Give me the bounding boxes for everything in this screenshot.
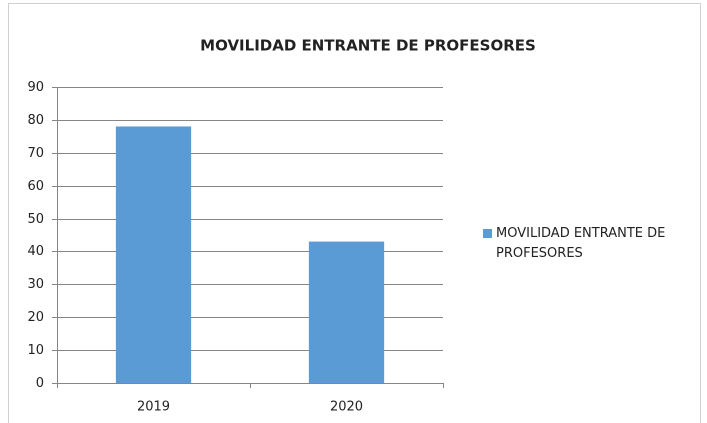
legend-label: MOVILIDAD ENTRANTE DE PROFESORES	[496, 226, 666, 261]
bar	[308, 241, 385, 383]
y-tick-label: 40	[27, 244, 44, 259]
y-tick-label: 50	[27, 212, 44, 227]
y-tick-label: 10	[27, 343, 44, 358]
y-tick-label: 70	[27, 146, 44, 161]
bar	[115, 126, 192, 383]
y-tick-label: 60	[27, 179, 44, 194]
y-tick-label: 20	[27, 310, 44, 325]
y-tick-label: 0	[36, 376, 44, 391]
y-tick-label: 90	[27, 80, 44, 95]
x-tick-label: 2019	[137, 400, 170, 415]
legend-swatch	[483, 229, 492, 238]
y-tick-label: 80	[27, 113, 44, 128]
chart-title: MOVILIDAD ENTRANTE DE PROFESORES	[200, 37, 536, 55]
x-tick-label: 2020	[330, 400, 363, 415]
y-tick-label: 30	[27, 277, 44, 292]
